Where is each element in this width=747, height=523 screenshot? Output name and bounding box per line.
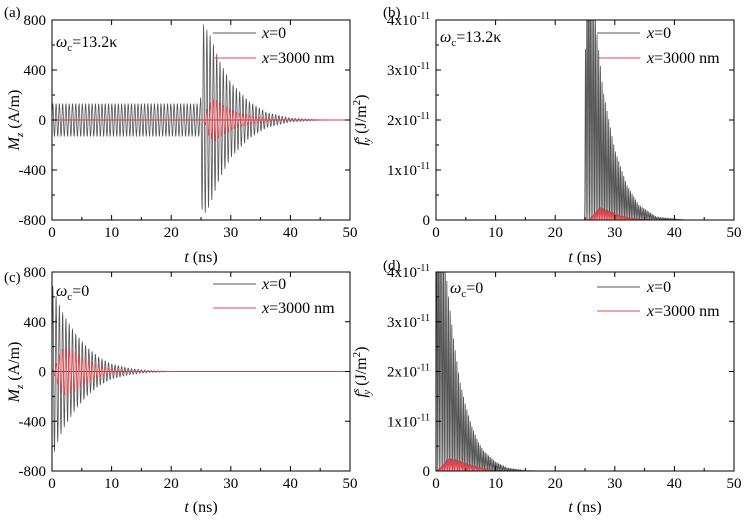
y-tick-label: 2x10-11 — [387, 111, 430, 129]
condition-label: ωc=0 — [450, 280, 483, 300]
axis-ticks: 0 10 20 30 40 50 -800 -400 0 400 800 — [19, 265, 358, 492]
x-tick-label: 10 — [488, 476, 503, 492]
legend: x=0 x=3000 nm — [213, 276, 335, 317]
y-tick-label: 3x10-11 — [387, 313, 430, 331]
condition-label: ωc=0 — [56, 283, 89, 303]
y-axis-label: fsy (J/m2) — [350, 95, 373, 146]
y-tick-label: 1x10-11 — [387, 412, 430, 430]
y-axis-label: fsy (J/m2) — [350, 347, 373, 398]
legend-label-x3000: x=3000 nm — [261, 300, 335, 317]
y-tick-label: 0 — [423, 464, 431, 480]
axis-ticks: 0 10 20 30 40 50 -800 -400 0 400 800 — [19, 13, 358, 241]
x-tick-label: 10 — [104, 476, 119, 492]
x-tick-label: 20 — [164, 225, 179, 241]
x-tick-label: 40 — [283, 225, 298, 241]
panel-label: (a) — [4, 5, 21, 21]
y-tick-label: 4x10-11 — [387, 11, 430, 29]
x-tick-label: 50 — [343, 476, 358, 492]
condition-label: ωc=13.2κ — [56, 34, 117, 54]
panel-label: (b) — [383, 5, 401, 21]
x-tick-label: 10 — [104, 225, 119, 241]
axes-frame — [435, 271, 735, 472]
x-tick-label: 20 — [164, 476, 179, 492]
x-tick-label: 30 — [607, 225, 622, 241]
legend-label-x0: x=0 — [261, 25, 286, 42]
panel-d: 0 10 20 30 40 50 0 1x10-11 2x10-11 3x10-11 4x10-11… — [350, 258, 742, 516]
x-tick-label: 0 — [48, 476, 56, 492]
y-tick-label: 800 — [24, 13, 47, 29]
x-tick-label: 10 — [488, 225, 503, 241]
x-axis-label: t (ns) — [184, 249, 217, 266]
legend-label-x0: x=0 — [646, 25, 671, 42]
axis-ticks: 0 10 20 30 40 50 0 1x10-11 2x10-11 3x10-11 4x10-11 — [387, 11, 741, 241]
x-tick-label: 20 — [548, 225, 563, 241]
series-line-x3000 — [436, 458, 734, 471]
series-line-x3000 — [52, 346, 350, 397]
y-tick-label: 400 — [24, 63, 47, 79]
legend-label-x0: x=0 — [261, 276, 286, 293]
plot-area — [52, 286, 350, 452]
x-tick-label: 40 — [667, 225, 682, 241]
x-tick-label: 20 — [548, 476, 563, 492]
panel-label: (c) — [4, 270, 21, 286]
legend-label-x3000: x=3000 nm — [261, 50, 335, 67]
y-tick-label: -800 — [19, 213, 47, 229]
y-tick-label: 0 — [39, 113, 47, 129]
x-tick-label: 50 — [343, 225, 358, 241]
x-tick-label: 0 — [432, 225, 440, 241]
series-line-x3000 — [52, 99, 350, 141]
y-tick-label: 0 — [423, 213, 431, 229]
legend: x=0 x=3000 nm — [597, 25, 720, 67]
legend-label-x0: x=0 — [646, 279, 671, 296]
y-tick-label: 400 — [24, 315, 47, 331]
plot-area — [52, 24, 350, 213]
x-axis-label: t (ns) — [568, 499, 601, 516]
y-tick-label: 4x10-11 — [387, 263, 430, 281]
x-tick-label: 0 — [432, 476, 440, 492]
y-tick-label: -400 — [19, 414, 47, 430]
legend-label-x3000: x=3000 nm — [646, 50, 720, 67]
x-tick-label: 40 — [667, 476, 682, 492]
y-tick-label: -400 — [19, 163, 47, 179]
y-tick-label: 2x10-11 — [387, 363, 430, 381]
panel-c: 0 10 20 30 40 50 -800 -400 0 400 800 (c) ωc=0 x=0 … — [4, 265, 358, 516]
x-axis-label: t (ns) — [184, 499, 217, 516]
x-axis-label: t (ns) — [568, 249, 601, 266]
legend: x=0 x=3000 nm — [213, 25, 335, 67]
y-axis-label: Mz (A/m) — [6, 342, 26, 404]
x-tick-label: 40 — [283, 476, 298, 492]
condition-label: ωc=13.2κ — [440, 29, 501, 49]
y-tick-label: -800 — [19, 464, 47, 480]
series-line-x0 — [52, 24, 350, 213]
x-tick-label: 50 — [727, 225, 742, 241]
x-tick-label: 30 — [607, 476, 622, 492]
x-tick-label: 50 — [727, 476, 742, 492]
plot-area — [436, 272, 734, 471]
axis-ticks: 0 10 20 30 40 50 0 1x10-11 2x10-11 3x10-11 4x10-11 — [387, 263, 741, 492]
legend-label-x3000: x=3000 nm — [646, 303, 720, 320]
series-line-x0 — [436, 272, 734, 471]
y-tick-label: 3x10-11 — [387, 61, 430, 79]
legend: x=0 x=3000 nm — [597, 279, 720, 320]
y-tick-label: 0 — [39, 365, 47, 381]
y-axis-label: Mz (A/m) — [6, 90, 26, 152]
y-tick-label: 800 — [24, 265, 47, 281]
x-tick-label: 30 — [223, 225, 238, 241]
y-tick-label: 1x10-11 — [387, 161, 430, 179]
x-tick-label: 0 — [48, 225, 56, 241]
panel-b: 0 10 20 30 40 50 0 1x10-11 2x10-11 3x10-11 4x10-11… — [350, 5, 742, 266]
panel-label: (d) — [383, 258, 401, 274]
x-tick-label: 30 — [223, 476, 238, 492]
